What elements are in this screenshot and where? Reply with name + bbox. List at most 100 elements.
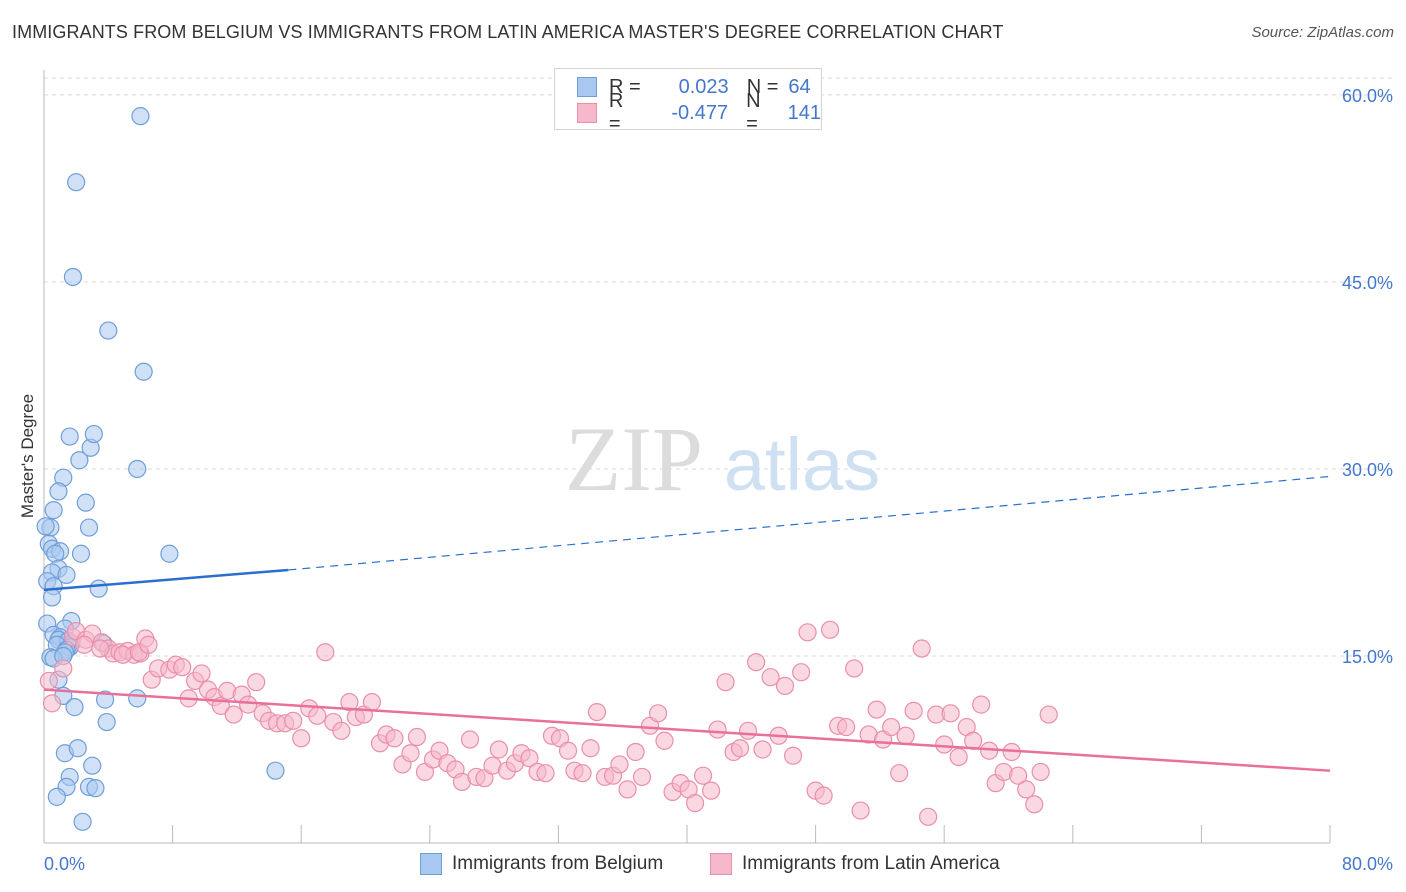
tick-labels: 15.0% 30.0% 45.0% 60.0% 0.0% 80.0% [44,86,1393,874]
watermark-zip: ZIP [565,408,703,510]
belgium-point [44,501,63,520]
latin-america-point [520,749,539,768]
latin-america-point [783,746,803,765]
latin-america-point [1009,766,1028,785]
belgium-point [60,427,79,446]
latin-america-point [708,720,727,739]
trend-layer [43,475,1331,772]
belgium-point [68,739,87,758]
belgium-point [97,712,116,732]
latin-america-point [890,764,909,783]
latin-america-point [316,643,335,662]
latin-america-point [385,729,404,748]
bottom-legend-label: Immigrants from Belgium [452,853,664,874]
legend-n-label: N = [746,75,779,98]
bottom-legend-latin-america[interactable]: Immigrants from Latin America [710,852,1000,876]
belgium-point [128,689,147,708]
latin-america-point [239,695,258,714]
latin-america-point [192,664,211,683]
latin-america-point [941,704,960,723]
latin-america-point [536,764,555,783]
belgium-point [73,812,92,831]
latin-america-point [332,721,351,740]
legend-swatch-belgium [577,77,597,97]
points-layer [36,107,1058,831]
latin-america-point [558,741,578,760]
legend-r-label: R = [609,75,641,98]
latin-america-point [91,639,110,658]
latin-america-point [738,721,758,740]
belgium-point [99,321,118,340]
latin-america-point [581,739,600,758]
latin-america-point [113,645,132,664]
latin-america-point [702,781,721,800]
belgium-point [266,761,285,780]
belgium-point [42,588,62,607]
belgium-point [128,459,147,479]
latin-america-point [798,623,817,642]
belgium-point [65,698,84,717]
y-tick-label: 60.0% [1342,86,1393,106]
latin-america-point [1017,780,1036,799]
latin-america-point [904,701,923,720]
latin-america-point [761,668,780,687]
latin-america-point [618,780,637,799]
latin-america-point [284,711,303,730]
belgium-trend-line [43,568,289,592]
belgium-point [86,779,105,798]
latin-america-point [247,673,266,692]
belgium-point [46,544,65,563]
latin-america-point [919,807,938,826]
x-tick-label: 0.0% [44,854,85,874]
latin-america-point [610,755,629,774]
latin-america-point [753,740,772,759]
belgium-point [89,579,108,598]
chart-source: Source: ZipAtlas.com [1251,24,1394,41]
latin-america-point [340,693,359,712]
latin-america-point [792,663,811,682]
latin-america-point [655,731,674,750]
latin-america-point [716,673,735,692]
belgium-point [84,424,103,444]
latin-america-point [837,717,856,737]
belgium-point [63,267,83,287]
legend-r-value: -0.477 [671,101,729,124]
latin-america-point [39,671,58,691]
latin-america-point [775,676,795,696]
belgium-point [49,482,68,501]
latin-america-point [139,635,158,654]
correlation-legend: R = 0.023 N = 64 R = -0.477 N = 141 [554,68,822,135]
latin-america-point [912,639,931,658]
belgium-point [47,787,66,806]
latin-america-point [648,704,668,723]
bottom-legend-swatch-belgium [420,853,442,875]
latin-america-trend-line [43,688,1331,772]
latin-america-point [1025,795,1044,814]
belgium-point [71,544,91,563]
latin-america-point [292,729,311,748]
latin-america-point [401,744,420,763]
latin-america-point [308,706,327,725]
latin-america-point [75,635,94,654]
legend-swatch-latin-america [577,103,597,123]
bottom-legend-belgium[interactable]: Immigrants from Belgium [420,852,663,876]
y-tick-label: 30.0% [1342,460,1393,480]
latin-america-point [224,705,243,724]
latin-america-point [460,730,480,749]
legend-r-label: R = [608,90,624,135]
grid-layer [44,77,1392,657]
axis-layer [43,70,1331,844]
latin-america-point [882,717,901,737]
belgium-point [67,173,86,192]
belgium-point [95,690,115,709]
legend-row-latin-america: R = -0.477 N = 141 [577,90,821,135]
watermark: ZIP atlas [565,408,880,510]
latin-america-point [935,735,954,754]
latin-america-point [867,700,886,719]
latin-america-point [747,653,766,672]
latin-america-point [54,659,73,678]
latin-america-point [896,726,915,745]
latin-america-point [851,801,870,820]
belgium-point [36,517,55,536]
